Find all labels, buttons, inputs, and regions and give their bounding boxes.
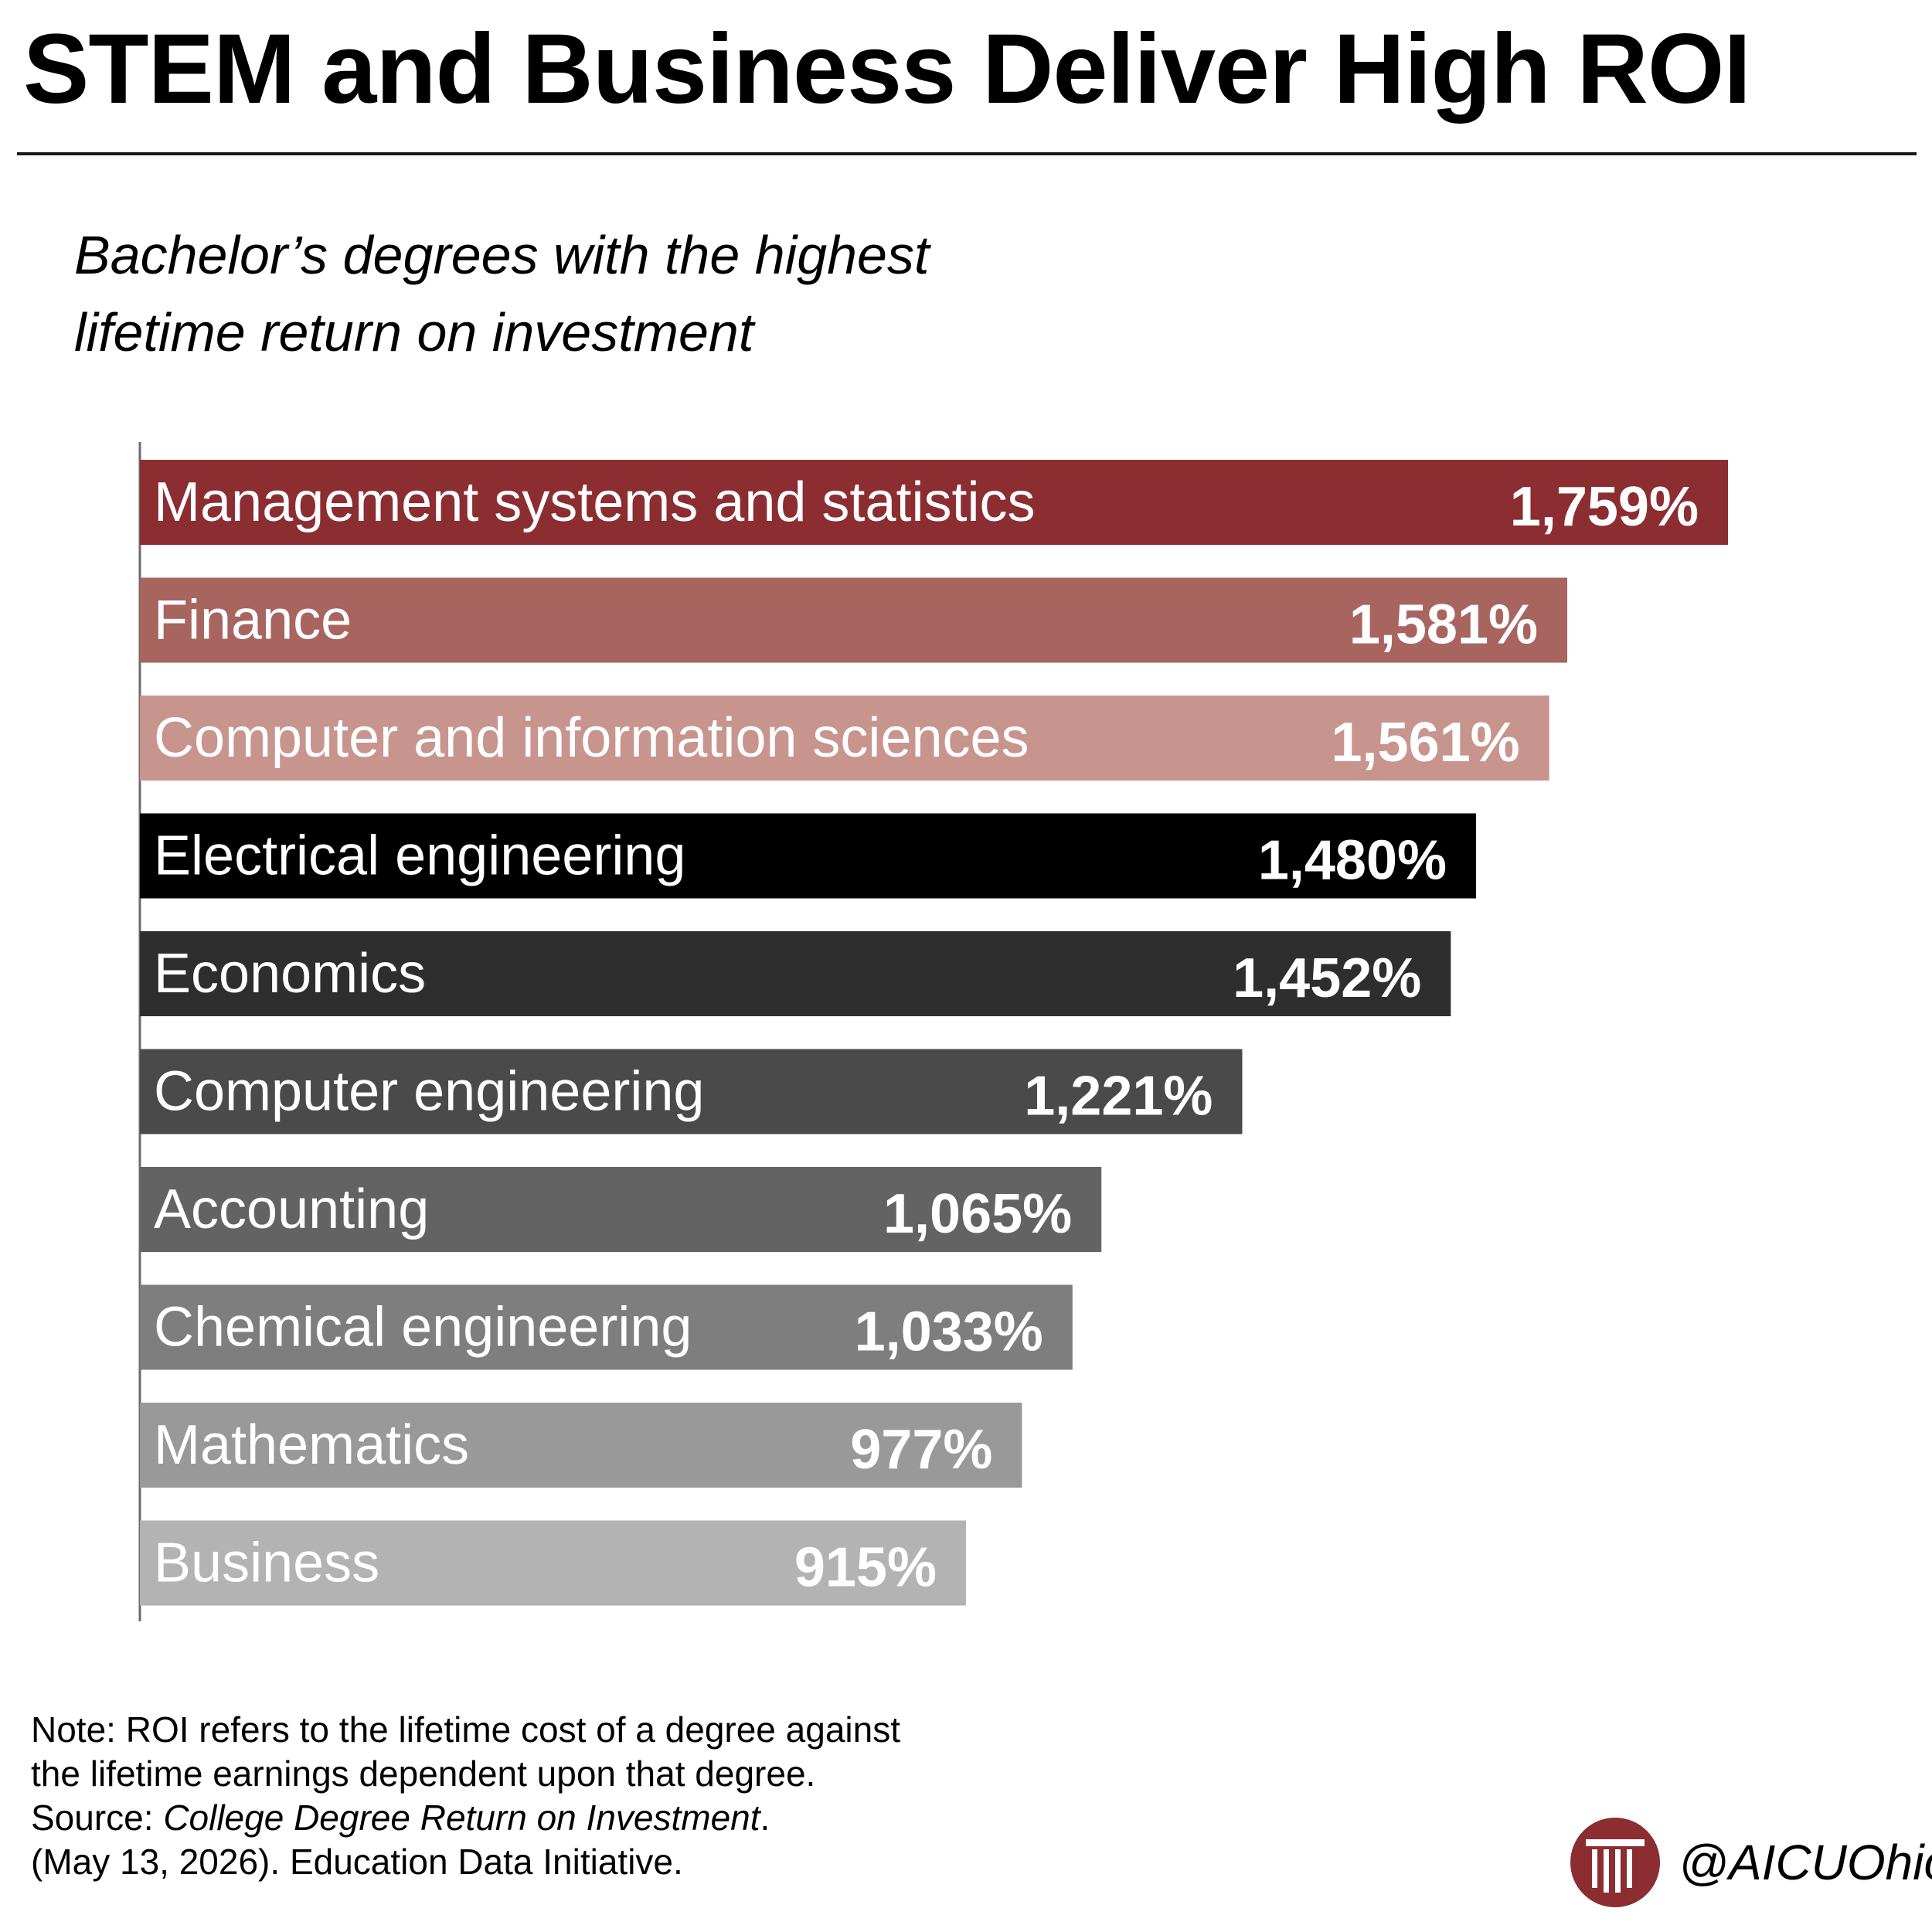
value-label-computer-and-information-sciences: 1,561% (1331, 712, 1519, 774)
value-label-computer-engineering: 1,221% (1024, 1066, 1213, 1128)
title-divider (17, 152, 1917, 155)
category-label-management-systems-and-statistics: Management systems and statistics (154, 471, 1035, 533)
bar-mathematics (140, 1403, 1022, 1488)
value-label-management-systems-and-statistics: 1,759% (1510, 476, 1699, 538)
subtitle-line-2: lifetime return on investment (74, 302, 754, 362)
bar-management-systems-and-statistics (140, 460, 1728, 545)
chart-subtitle: Bachelor’s degrees with the highest life… (74, 216, 1156, 371)
column-logo-icon (1570, 1818, 1660, 1907)
category-label-electrical-engineering: Electrical engineering (154, 825, 685, 887)
value-label-accounting: 1,065% (883, 1183, 1072, 1245)
bar-electrical-engineering (140, 813, 1477, 899)
category-label-computer-engineering: Computer engineering (154, 1061, 704, 1123)
category-label-business: Business (154, 1532, 379, 1594)
note-line-2: the lifetime earnings dependent upon tha… (31, 1753, 816, 1794)
value-label-chemical-engineering: 1,033% (855, 1301, 1043, 1363)
bar-business (140, 1520, 966, 1606)
note-source-title: College Degree Return on Investment (163, 1798, 760, 1838)
value-label-economics: 1,452% (1233, 947, 1421, 1009)
category-label-computer-and-information-sciences: Computer and information sciences (154, 707, 1029, 769)
category-label-accounting: Accounting (154, 1179, 429, 1240)
note-line-1: Note: ROI refers to the lifetime cost of… (31, 1709, 901, 1750)
bar-finance (140, 577, 1568, 663)
source-note: Note: ROI refers to the lifetime cost of… (31, 1708, 1113, 1884)
bar-chemical-engineering (140, 1284, 1073, 1370)
bar-chart: Management systems and statistics 1,759% F… (138, 442, 1728, 1621)
note-source-line: Source: College Degree Return on Investm… (31, 1796, 1113, 1840)
bar-computer-engineering (140, 1049, 1243, 1134)
note-source-prefix: Source: (31, 1798, 164, 1838)
chart-title: STEM and Business Deliver High ROI (23, 14, 1751, 124)
twitter-handle[interactable]: @AICUOhio (1679, 1835, 1932, 1890)
category-label-economics: Economics (154, 943, 426, 1005)
bar-accounting (140, 1167, 1102, 1252)
bar-computer-and-information-sciences (140, 696, 1549, 781)
bar-economics (140, 931, 1451, 1016)
note-source-suffix: . (760, 1798, 770, 1838)
bars-group: Management systems and statistics 1,759% F… (140, 460, 1728, 1606)
category-label-chemical-engineering: Chemical engineering (154, 1297, 692, 1359)
category-label-finance: Finance (154, 590, 352, 651)
value-label-business: 915% (794, 1537, 937, 1599)
subtitle-line-1: Bachelor’s degrees with the highest (74, 225, 930, 285)
value-label-finance: 1,581% (1349, 594, 1538, 656)
value-label-mathematics: 977% (850, 1419, 992, 1481)
brand-signature: @AICUOhio (1569, 1808, 1932, 1917)
note-line-4: (May 13, 2026). Education Data Initiativ… (31, 1842, 683, 1882)
value-label-electrical-engineering: 1,480% (1258, 830, 1447, 892)
category-label-mathematics: Mathematics (154, 1414, 469, 1476)
